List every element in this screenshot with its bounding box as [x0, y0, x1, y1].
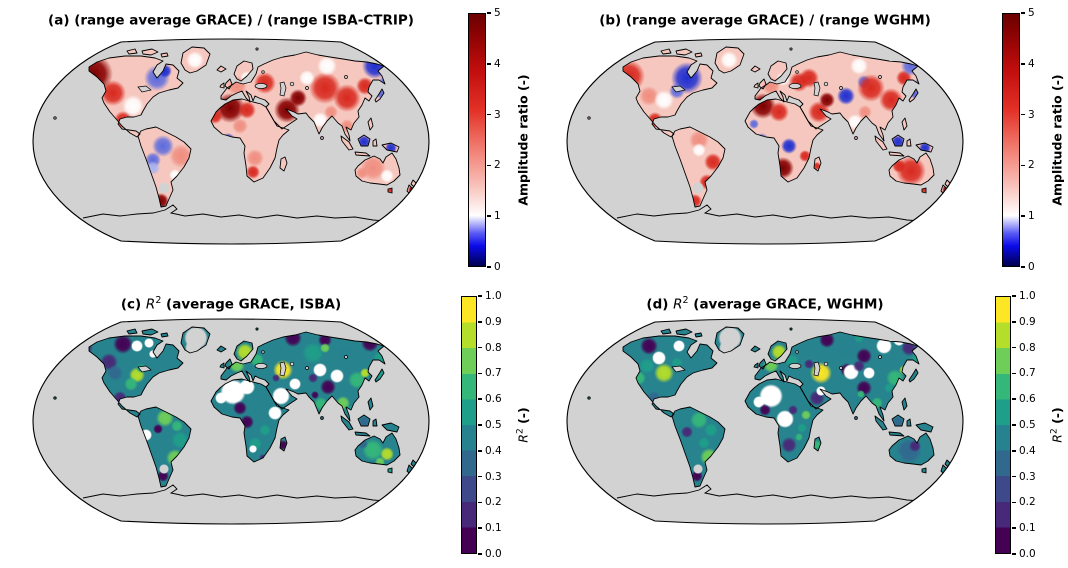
panel-title-b: (b) (range average GRACE) / (range WGHM) [559, 11, 971, 29]
colorbar-label: R2 (-) [515, 407, 531, 443]
title-math-sup: 2 [682, 295, 689, 306]
panel-b: (b) (range average GRACE) / (range WGHM) [534, 0, 1068, 284]
title-text: (a) (range average GRACE) / (range ISBA-… [48, 12, 414, 29]
world-map-c [32, 318, 430, 525]
title-math-sup: 2 [155, 295, 162, 306]
panel-title-d: (d) R2 (average GRACE, WGHM) [559, 295, 971, 313]
colorbar-ticks: 1.0 0.9 0.8 0.7 0.6 0.5 0.4 0.3 0.2 0.1 0.0 [1012, 291, 1036, 559]
panel-d: (d) R2 (average GRACE, WGHM) [534, 284, 1068, 568]
colorbar-label: Amplitude ratio (-) [515, 74, 531, 206]
colorbar-ticks: 1.0 0.9 0.8 0.7 0.6 0.5 0.4 0.3 0.2 0.1 0.0 [478, 291, 502, 559]
colorbar-label: R2 (-) [1049, 407, 1065, 443]
title-math-var: R [673, 296, 683, 313]
colorbar-c: 1.0 0.9 0.8 0.7 0.6 0.5 0.4 0.3 0.2 0.1 0.0 R2 (-) [461, 291, 535, 559]
colorbar-d: 1.0 0.9 0.8 0.7 0.6 0.5 0.4 0.3 0.2 0.1 0.0 R2 (-) [995, 291, 1068, 559]
colorbar-gradient [1002, 13, 1020, 267]
panel-a: (a) (range average GRACE) / (range ISBA-… [0, 0, 534, 284]
panel-c: (c) R2 (average GRACE, ISBA) [0, 284, 534, 568]
colorbar-label: Amplitude ratio (-) [1049, 74, 1065, 206]
world-map-b [566, 38, 964, 245]
world-map-a [32, 38, 430, 245]
title-math-var: R [145, 296, 156, 313]
title-text-rest: (average GRACE, WGHM) [688, 296, 884, 313]
title-text: (c) [120, 296, 146, 313]
title-text: (b) (range average GRACE) / (range WGHM) [599, 12, 931, 29]
title-text-rest: (average GRACE, ISBA) [161, 296, 342, 313]
panel-title-a: (a) (range average GRACE) / (range ISBA-… [25, 11, 437, 29]
world-map-d [566, 318, 964, 525]
colorbar-gradient [995, 296, 1011, 554]
panel-title-c: (c) R2 (average GRACE, ISBA) [25, 295, 437, 313]
title-text: (d) [646, 296, 674, 313]
colorbar-gradient [461, 296, 477, 554]
colorbar-gradient [468, 13, 486, 267]
